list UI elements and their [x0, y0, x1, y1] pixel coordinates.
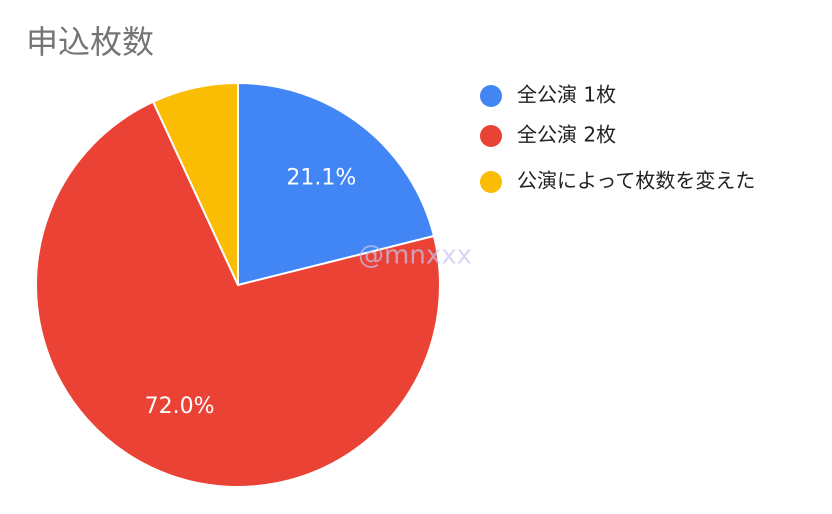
- legend-marker: [480, 125, 502, 147]
- pie-slice: [151, 81, 239, 286]
- legend-label: 全公演 1枚: [517, 83, 616, 107]
- data-label: 21.1%: [286, 165, 356, 190]
- pie-slice: [237, 81, 436, 287]
- legend-label: 全公演 2枚: [517, 123, 616, 147]
- legend-marker: [480, 85, 502, 107]
- watermark: @mnxxx: [358, 241, 472, 271]
- data-label: 72.0%: [145, 394, 215, 419]
- legend-label: 公演によって枚数を変えた: [517, 169, 755, 193]
- pie-slice: [35, 100, 441, 488]
- chart-title: 申込枚数: [26, 23, 154, 61]
- legend-marker: [480, 171, 502, 193]
